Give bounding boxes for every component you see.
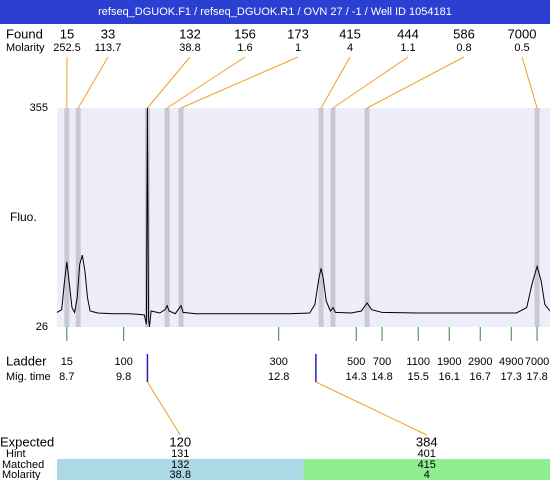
ladder-size: 2900	[468, 356, 492, 368]
ladder-time: 16.7	[470, 371, 491, 383]
found-size: 444	[397, 26, 419, 41]
found-molarity: 0.5	[514, 42, 529, 54]
found-connector	[180, 56, 299, 109]
peak-band	[64, 108, 70, 327]
ladder-time: 17.8	[526, 371, 547, 383]
title: refseq_DGUOK.F1 / refseq_DGUOK.R1 / OVN …	[98, 6, 452, 18]
hint-label: Hint	[6, 448, 26, 460]
found-size: 132	[179, 26, 201, 41]
matched-label: Matched	[2, 459, 44, 471]
ladder-time: 16.1	[439, 371, 460, 383]
expected-connector	[315, 381, 427, 436]
found-size: 33	[101, 26, 115, 41]
found-molarity: 1.1	[400, 42, 415, 54]
found-label: Found	[6, 26, 43, 41]
found-size: 15	[60, 26, 74, 41]
ladder-size: 1900	[437, 356, 461, 368]
expected-size: 384	[416, 434, 438, 449]
found-connector	[521, 56, 538, 109]
found-molarity: 0.8	[456, 42, 471, 54]
expected-hint: 131	[171, 448, 189, 460]
found-connector	[366, 56, 465, 109]
mig-time-label: Mig. time	[6, 371, 51, 383]
found-connector	[166, 56, 246, 109]
ladder-time: 14.8	[371, 371, 392, 383]
ladder-time: 14.3	[345, 371, 366, 383]
peak-band	[178, 108, 184, 327]
expected-hint: 401	[418, 448, 436, 460]
found-molarity: 1.6	[237, 42, 252, 54]
peak-band	[364, 108, 370, 327]
expected-matched: 132	[171, 459, 189, 471]
ladder-size: 300	[270, 356, 288, 368]
peak-band	[318, 108, 324, 327]
expected-molarity: 38.8	[170, 469, 191, 480]
plot-area	[57, 108, 550, 327]
ladder-time: 12.8	[268, 371, 289, 383]
found-size: 586	[453, 26, 475, 41]
found-molarity-label: Molarity	[6, 42, 45, 54]
title-bar	[0, 0, 550, 24]
ladder-size: 7000	[525, 356, 549, 368]
matched-bg	[57, 459, 304, 480]
found-size: 7000	[508, 26, 537, 41]
expected-matched: 415	[418, 459, 436, 471]
ladder-time: 15.5	[408, 371, 429, 383]
found-molarity: 4	[347, 42, 353, 54]
ladder-time: 17.3	[501, 371, 522, 383]
ladder-size: 15	[61, 356, 73, 368]
ladder-time: 8.7	[59, 371, 74, 383]
peak-band	[534, 108, 540, 327]
found-connector	[332, 56, 409, 109]
found-connector	[320, 56, 351, 109]
found-connector	[77, 56, 109, 109]
ladder-label: Ladder	[6, 353, 47, 368]
expected-molarity: 4	[424, 469, 430, 480]
expected-label: Expected	[0, 434, 54, 449]
ladder-size: 700	[373, 356, 391, 368]
found-molarity: 38.8	[179, 42, 200, 54]
y-label: Fluo.	[10, 210, 37, 224]
found-molarity: 252.5	[53, 42, 81, 54]
found-molarity: 1	[295, 42, 301, 54]
found-molarity: 113.7	[95, 42, 122, 54]
molarity-label: Molarity	[2, 469, 41, 480]
y-tick-label: 26	[36, 321, 48, 333]
trace	[56, 107, 550, 328]
found-size: 156	[234, 26, 256, 41]
ladder-size: 100	[114, 356, 132, 368]
peak-band	[144, 108, 150, 327]
ladder-size: 1100	[406, 356, 430, 368]
ladder-size: 500	[347, 356, 365, 368]
expected-connector	[147, 381, 181, 436]
peak-band	[75, 108, 81, 327]
peak-band	[164, 108, 170, 327]
found-size: 173	[287, 26, 309, 41]
found-connector	[147, 56, 191, 109]
expected-size: 120	[169, 434, 191, 449]
ladder-size: 4900	[499, 356, 523, 368]
found-size: 415	[339, 26, 361, 41]
ladder-time: 9.8	[116, 371, 131, 383]
y-tick-label: 355	[30, 102, 48, 114]
matched-bg	[303, 459, 550, 480]
peak-band	[330, 108, 336, 327]
